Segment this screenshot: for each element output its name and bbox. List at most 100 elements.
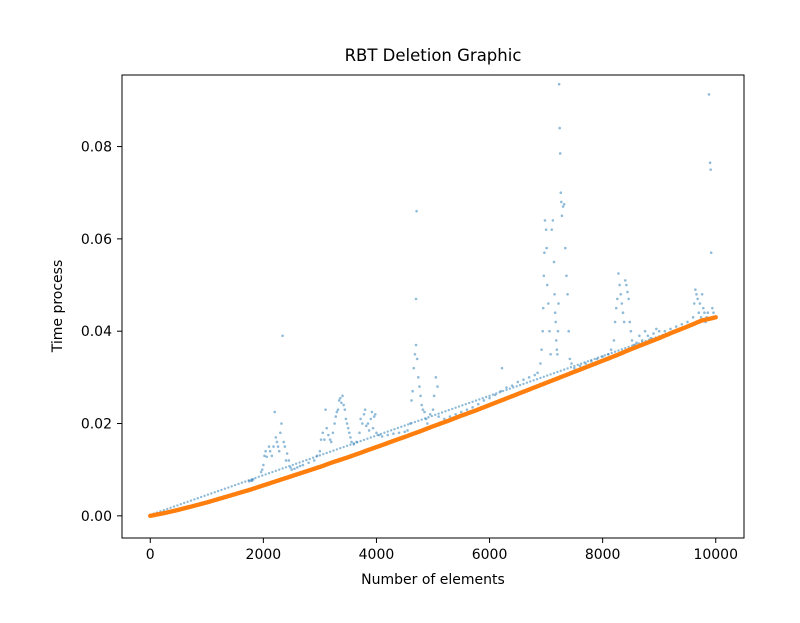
data-point <box>532 379 535 382</box>
x-tick-label: 8000 <box>585 547 621 563</box>
data-point <box>319 438 323 441</box>
data-point <box>628 320 632 324</box>
data-point <box>307 461 310 465</box>
data-point <box>311 456 315 459</box>
data-point <box>669 327 672 331</box>
data-point <box>616 297 619 301</box>
data-point <box>282 440 286 444</box>
data-point <box>434 376 438 379</box>
data-point <box>457 405 461 408</box>
data-point <box>329 440 333 444</box>
data-point <box>444 410 447 413</box>
data-point <box>370 410 374 414</box>
data-point <box>328 438 332 441</box>
x-axis-label: Number of elements <box>361 572 505 588</box>
data-point <box>522 382 525 386</box>
x-tick-label: 4000 <box>359 547 395 563</box>
data-point <box>371 426 375 430</box>
data-point <box>703 311 706 315</box>
data-point <box>337 399 341 402</box>
data-point <box>339 447 342 450</box>
data-point <box>556 370 559 374</box>
data-point <box>707 93 711 96</box>
data-point <box>709 168 712 171</box>
data-point <box>279 431 282 435</box>
data-point <box>419 394 422 398</box>
data-point <box>323 438 326 441</box>
data-point <box>701 306 705 310</box>
data-point <box>646 334 650 338</box>
data-point <box>696 297 699 301</box>
data-point <box>652 332 655 335</box>
data-point <box>549 352 552 356</box>
data-point <box>346 426 350 430</box>
data-point <box>706 311 710 315</box>
data-point <box>562 368 566 371</box>
data-point <box>237 482 240 486</box>
data-point <box>548 329 551 333</box>
data-point <box>301 463 305 467</box>
data-point <box>545 246 548 250</box>
data-point <box>539 362 542 365</box>
data-point <box>271 470 274 474</box>
data-point <box>505 386 508 389</box>
data-point <box>535 377 539 381</box>
data-point <box>550 228 554 231</box>
data-point <box>493 393 497 397</box>
data-point <box>488 394 491 398</box>
data-point <box>372 415 376 418</box>
data-point <box>312 459 316 462</box>
data-point <box>465 408 469 411</box>
data-point <box>295 466 299 469</box>
data-point <box>434 413 437 417</box>
data-point <box>515 385 518 388</box>
data-point <box>220 488 223 492</box>
data-point <box>557 302 560 305</box>
data-point <box>516 380 520 384</box>
data-point <box>584 362 587 365</box>
data-point <box>322 452 325 456</box>
data-point <box>342 403 345 407</box>
data-point <box>626 290 629 294</box>
data-point <box>640 339 644 342</box>
data-point <box>437 415 440 418</box>
data-point <box>349 443 352 446</box>
data-point <box>369 436 372 439</box>
y-tick-label: 0.02 <box>81 417 112 433</box>
data-point <box>410 399 413 402</box>
data-point <box>617 349 620 352</box>
data-point <box>263 454 266 458</box>
data-point <box>420 418 423 421</box>
data-point <box>431 408 435 411</box>
data-point <box>471 400 474 403</box>
data-point <box>278 468 281 471</box>
y-tick-label: 0.04 <box>81 324 112 340</box>
data-point <box>595 357 599 361</box>
data-point <box>193 498 196 501</box>
data-point <box>273 410 276 414</box>
data-point <box>392 432 395 435</box>
data-point <box>262 463 265 467</box>
data-point <box>556 352 559 356</box>
data-point <box>293 467 296 471</box>
data-point <box>261 474 264 477</box>
data-point <box>500 366 504 370</box>
data-point <box>341 394 344 398</box>
data-point <box>359 417 362 421</box>
data-point <box>430 414 434 418</box>
data-point <box>543 219 547 222</box>
data-point <box>680 322 684 326</box>
data-point <box>386 433 390 437</box>
data-point <box>570 362 573 365</box>
data-point <box>627 345 630 349</box>
data-point <box>621 311 625 315</box>
data-point <box>614 306 618 310</box>
data-point <box>284 466 288 469</box>
data-point <box>551 219 555 222</box>
data-point <box>272 445 275 448</box>
data-point <box>267 472 271 475</box>
data-point <box>412 366 416 370</box>
data-point <box>488 396 491 400</box>
